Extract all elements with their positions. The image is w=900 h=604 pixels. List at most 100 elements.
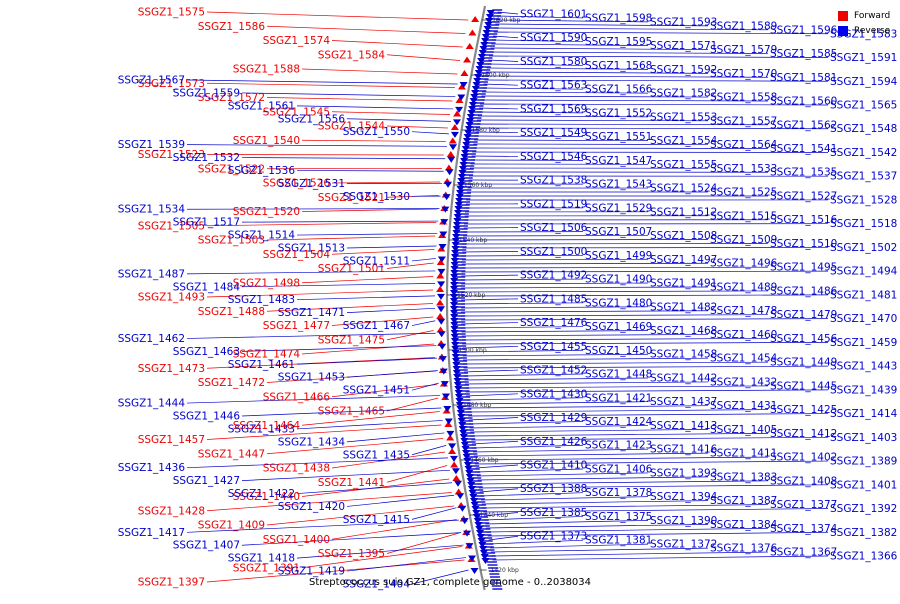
gene-label[interactable]: SSGZ1_1446 bbox=[173, 411, 241, 423]
gene-label[interactable]: SSGZ1_1593 bbox=[650, 16, 717, 28]
gene-label[interactable]: SSGZ1_1568 bbox=[585, 60, 652, 72]
gene-label[interactable]: SSGZ1_1601 bbox=[520, 9, 587, 21]
gene-label[interactable]: SSGZ1_1405 bbox=[710, 424, 777, 436]
gene-label[interactable]: SSGZ1_1482 bbox=[650, 301, 717, 313]
gene-label[interactable]: SSGZ1_1420 bbox=[278, 501, 345, 513]
gene-arrow[interactable] bbox=[466, 43, 474, 49]
gene-label[interactable]: SSGZ1_1432 bbox=[710, 376, 777, 388]
gene-label[interactable]: SSGZ1_1425 bbox=[770, 404, 837, 416]
gene-label[interactable]: SSGZ1_1563 bbox=[520, 80, 587, 92]
gene-arrow[interactable] bbox=[471, 16, 479, 22]
gene-label[interactable]: SSGZ1_1531 bbox=[278, 178, 345, 190]
gene-label[interactable]: SSGZ1_1509 bbox=[710, 234, 777, 246]
gene-label[interactable]: SSGZ1_1497 bbox=[650, 254, 717, 266]
gene-label[interactable]: SSGZ1_1527 bbox=[770, 190, 837, 202]
gene-label[interactable]: SSGZ1_1385 bbox=[520, 507, 587, 519]
gene-label[interactable]: SSGZ1_1560 bbox=[770, 96, 837, 108]
gene-label[interactable]: SSGZ1_1415 bbox=[343, 514, 410, 526]
gene-label[interactable]: SSGZ1_1524 bbox=[650, 183, 718, 195]
gene-label[interactable]: SSGZ1_1424 bbox=[585, 416, 653, 428]
gene-arrow[interactable] bbox=[437, 281, 445, 287]
gene-label[interactable]: SSGZ1_1475 bbox=[318, 334, 385, 346]
gene-label[interactable]: SSGZ1_1481 bbox=[830, 289, 897, 301]
gene-label[interactable]: SSGZ1_1397 bbox=[138, 577, 205, 589]
gene-label[interactable]: SSGZ1_1473 bbox=[138, 363, 205, 375]
gene-label[interactable]: SSGZ1_1487 bbox=[118, 268, 185, 280]
gene-label[interactable]: SSGZ1_1470 bbox=[830, 313, 897, 325]
gene-label[interactable]: SSGZ1_1493 bbox=[138, 292, 205, 304]
gene-label[interactable]: SSGZ1_1435 bbox=[343, 449, 410, 461]
gene-label[interactable]: SSGZ1_1598 bbox=[585, 12, 652, 24]
gene-label[interactable]: SSGZ1_1486 bbox=[770, 285, 838, 297]
gene-label[interactable]: SSGZ1_1492 bbox=[520, 270, 587, 282]
gene-label[interactable]: SSGZ1_1455 bbox=[520, 341, 587, 353]
gene-arrow[interactable] bbox=[460, 70, 468, 76]
gene-label[interactable]: SSGZ1_1468 bbox=[650, 325, 717, 337]
gene-label[interactable]: SSGZ1_1416 bbox=[650, 444, 718, 456]
gene-label[interactable]: SSGZ1_1439 bbox=[830, 384, 897, 396]
gene-arrow[interactable] bbox=[438, 344, 446, 350]
gene-label[interactable]: SSGZ1_1589 bbox=[710, 20, 777, 32]
gene-arrow[interactable] bbox=[456, 493, 464, 499]
gene-label[interactable]: SSGZ1_1520 bbox=[233, 206, 300, 218]
gene-label[interactable]: SSGZ1_1436 bbox=[118, 462, 186, 474]
gene-label[interactable]: SSGZ1_1471 bbox=[278, 307, 345, 319]
gene-label[interactable]: SSGZ1_1376 bbox=[710, 543, 778, 555]
gene-label[interactable]: SSGZ1_1388 bbox=[520, 483, 587, 495]
gene-label[interactable]: SSGZ1_1540 bbox=[233, 135, 300, 147]
gene-label[interactable]: SSGZ1_1469 bbox=[585, 321, 652, 333]
gene-label[interactable]: SSGZ1_1517 bbox=[173, 217, 240, 229]
gene-arrow[interactable] bbox=[450, 462, 458, 468]
gene-label[interactable]: SSGZ1_1537 bbox=[830, 171, 897, 183]
gene-label[interactable]: SSGZ1_1450 bbox=[585, 345, 652, 357]
gene-label[interactable]: SSGZ1_1372 bbox=[650, 539, 717, 551]
gene-label[interactable]: SSGZ1_1588 bbox=[233, 64, 300, 76]
gene-label[interactable]: SSGZ1_1539 bbox=[118, 139, 185, 151]
gene-label[interactable]: SSGZ1_1409 bbox=[198, 520, 265, 532]
gene-label[interactable]: SSGZ1_1389 bbox=[830, 456, 897, 468]
gene-label[interactable]: SSGZ1_1460 bbox=[710, 329, 777, 341]
gene-label[interactable]: SSGZ1_1429 bbox=[520, 412, 587, 424]
gene-label[interactable]: SSGZ1_1564 bbox=[710, 139, 778, 151]
gene-label[interactable]: SSGZ1_1590 bbox=[520, 32, 587, 44]
gene-label[interactable]: SSGZ1_1453 bbox=[278, 372, 345, 384]
gene-label[interactable]: SSGZ1_1408 bbox=[770, 475, 837, 487]
gene-label[interactable]: SSGZ1_1557 bbox=[710, 115, 777, 127]
gene-label[interactable]: SSGZ1_1403 bbox=[830, 432, 897, 444]
gene-label[interactable]: SSGZ1_1515 bbox=[710, 210, 777, 222]
gene-arrow[interactable] bbox=[448, 443, 456, 449]
gene-label[interactable]: SSGZ1_1525 bbox=[710, 187, 777, 199]
gene-arrow[interactable] bbox=[437, 319, 445, 325]
gene-arrow[interactable] bbox=[450, 456, 458, 462]
gene-arrow[interactable] bbox=[463, 57, 471, 63]
gene-label[interactable]: SSGZ1_1490 bbox=[585, 274, 652, 286]
gene-arrow[interactable] bbox=[468, 30, 476, 36]
gene-label[interactable]: SSGZ1_1594 bbox=[830, 76, 898, 88]
gene-label[interactable]: SSGZ1_1477 bbox=[263, 320, 330, 332]
gene-label[interactable]: SSGZ1_1511 bbox=[343, 255, 410, 267]
gene-label[interactable]: SSGZ1_1442 bbox=[650, 372, 717, 384]
gene-label[interactable]: SSGZ1_1562 bbox=[770, 119, 837, 131]
gene-label[interactable]: SSGZ1_1476 bbox=[520, 317, 588, 329]
gene-label[interactable]: SSGZ1_1461 bbox=[228, 359, 295, 371]
gene-label[interactable]: SSGZ1_1551 bbox=[585, 131, 652, 143]
gene-label[interactable]: SSGZ1_1394 bbox=[650, 491, 718, 503]
gene-label[interactable]: SSGZ1_1496 bbox=[710, 258, 778, 270]
gene-label[interactable]: SSGZ1_1532 bbox=[173, 152, 240, 164]
gene-label[interactable]: SSGZ1_1384 bbox=[710, 519, 778, 531]
gene-arrow[interactable] bbox=[445, 418, 453, 424]
gene-label[interactable]: SSGZ1_1392 bbox=[830, 503, 897, 515]
gene-label[interactable]: SSGZ1_1485 bbox=[520, 293, 587, 305]
gene-arrow[interactable] bbox=[452, 475, 460, 481]
gene-label[interactable]: SSGZ1_1499 bbox=[585, 250, 652, 262]
gene-label[interactable]: SSGZ1_1592 bbox=[650, 64, 717, 76]
gene-label[interactable]: SSGZ1_1584 bbox=[318, 49, 386, 61]
gene-label[interactable]: SSGZ1_1514 bbox=[228, 230, 296, 242]
gene-label[interactable]: SSGZ1_1465 bbox=[318, 406, 385, 418]
gene-label[interactable]: SSGZ1_1366 bbox=[830, 551, 898, 563]
gene-label[interactable]: SSGZ1_1431 bbox=[710, 400, 777, 412]
gene-label[interactable]: SSGZ1_1498 bbox=[233, 277, 300, 289]
gene-label[interactable]: SSGZ1_1550 bbox=[343, 126, 410, 138]
gene-label[interactable]: SSGZ1_1510 bbox=[770, 238, 837, 250]
gene-label[interactable]: SSGZ1_1462 bbox=[118, 333, 185, 345]
